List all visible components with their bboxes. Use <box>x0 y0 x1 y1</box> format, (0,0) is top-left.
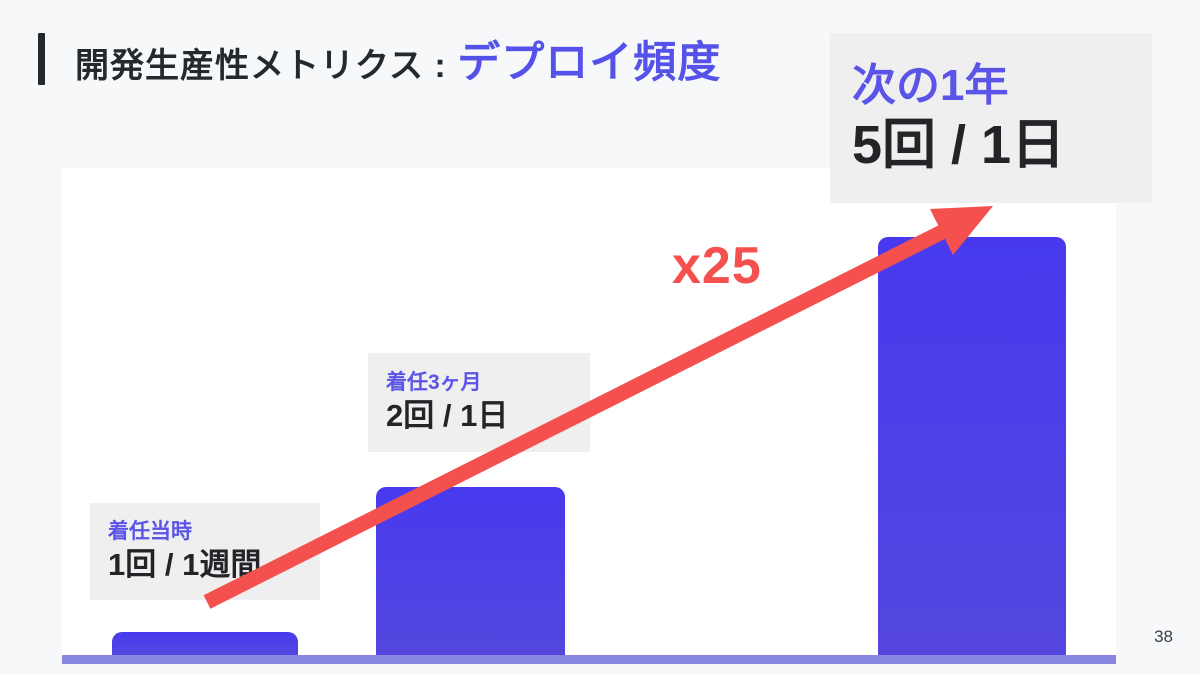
milestone-period: 次の1年 <box>852 61 1009 111</box>
milestone-frequency: 1回 / 1週間 <box>108 547 262 583</box>
bar-deploy-freq-initial <box>112 632 298 655</box>
page-number: 38 <box>1154 627 1173 646</box>
bar-deploy-freq-next-year <box>878 237 1066 655</box>
milestone-period: 着任当時 <box>108 519 192 543</box>
label-box-3months: 着任3ヶ月 2回 / 1日 <box>368 353 590 452</box>
milestone-frequency: 2回 / 1日 <box>386 398 509 434</box>
title-highlight: デプロイ頻度 <box>457 39 722 87</box>
title-accent-bar <box>38 33 45 85</box>
title-prefix: 開発生産性メトリクス : <box>75 47 458 85</box>
milestone-frequency: 5回 / 1日 <box>852 115 1066 176</box>
bar-deploy-freq-3months <box>376 487 565 655</box>
chart-baseline <box>62 655 1116 664</box>
title-text: 開発生産性メトリクス : デプロイ頻度 <box>75 28 721 90</box>
milestone-period: 着任3ヶ月 <box>386 370 482 394</box>
slide-title: 開発生産性メトリクス : デプロイ頻度 <box>38 30 721 88</box>
multiplier-label: x25 <box>672 237 762 295</box>
label-box-next-year: 次の1年 5回 / 1日 <box>830 33 1152 203</box>
label-box-initial: 着任当時 1回 / 1週間 <box>90 503 320 600</box>
